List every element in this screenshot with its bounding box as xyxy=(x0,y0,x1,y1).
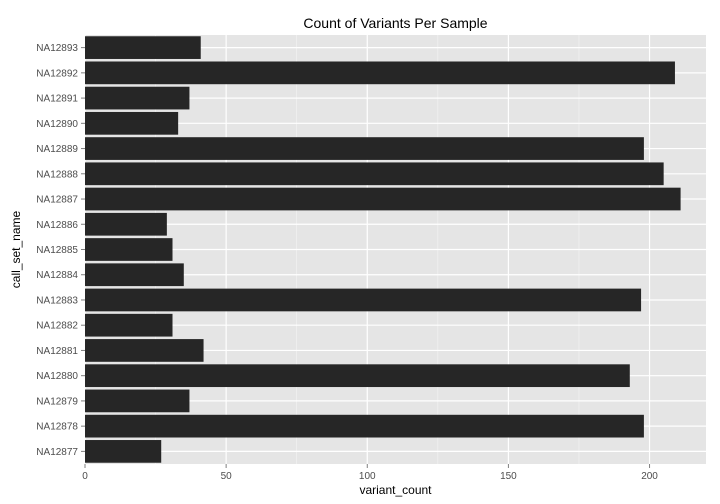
bar-NA12888 xyxy=(85,162,664,186)
y-tick-label: NA12887 xyxy=(36,195,78,206)
y-tick-label: NA12882 xyxy=(36,321,78,332)
bar-NA12886 xyxy=(85,212,167,236)
bar-NA12879 xyxy=(85,389,190,413)
y-tick-label: NA12888 xyxy=(36,169,78,180)
y-tick-label: NA12880 xyxy=(36,371,78,382)
bars xyxy=(85,36,681,463)
bar-NA12883 xyxy=(85,288,642,312)
y-tick-label: NA12891 xyxy=(36,94,78,105)
bar-NA12890 xyxy=(85,111,179,135)
chart-title: Count of Variants Per Sample xyxy=(303,15,487,31)
y-tick-label: NA12884 xyxy=(36,270,78,281)
bar-NA12885 xyxy=(85,238,173,261)
bar-NA12877 xyxy=(85,440,162,463)
x-tick-label: 150 xyxy=(500,471,517,482)
y-tick-label: NA12890 xyxy=(36,119,78,130)
y-tick-label: NA12889 xyxy=(36,144,78,155)
y-tick-label: NA12883 xyxy=(36,295,78,306)
y-tick-label: NA12881 xyxy=(36,346,78,357)
bar-NA12878 xyxy=(85,414,644,438)
y-tick-label: NA12879 xyxy=(36,396,78,407)
y-axis-title: call_set_name xyxy=(9,210,23,288)
y-tick-label: NA12892 xyxy=(36,68,78,79)
bar-NA12880 xyxy=(85,364,630,388)
y-tick-label: NA12877 xyxy=(36,447,78,458)
y-tick-label: NA12893 xyxy=(36,43,78,54)
x-axis-ticks: 0 50 100 150 200 xyxy=(82,464,658,482)
bar-NA12889 xyxy=(85,137,644,160)
bar-NA12892 xyxy=(85,61,675,85)
y-axis-ticks: NA12877 NA12878 NA12879 NA12880 NA12881 NA128… xyxy=(36,43,85,458)
bar-NA12882 xyxy=(85,313,173,337)
bar-NA12887 xyxy=(85,187,681,211)
x-axis-title: variant_count xyxy=(359,483,432,497)
y-tick-label: NA12885 xyxy=(36,245,78,256)
x-tick-label: 200 xyxy=(641,471,658,482)
x-tick-label: 0 xyxy=(82,471,88,482)
y-tick-label: NA12886 xyxy=(36,220,78,231)
bar-NA12891 xyxy=(85,86,190,110)
y-tick-label: NA12878 xyxy=(36,422,78,433)
bar-NA12884 xyxy=(85,263,184,287)
bar-NA12893 xyxy=(85,36,201,59)
bar-NA12881 xyxy=(85,339,204,362)
x-tick-label: 100 xyxy=(359,471,376,482)
x-tick-label: 50 xyxy=(221,471,233,482)
